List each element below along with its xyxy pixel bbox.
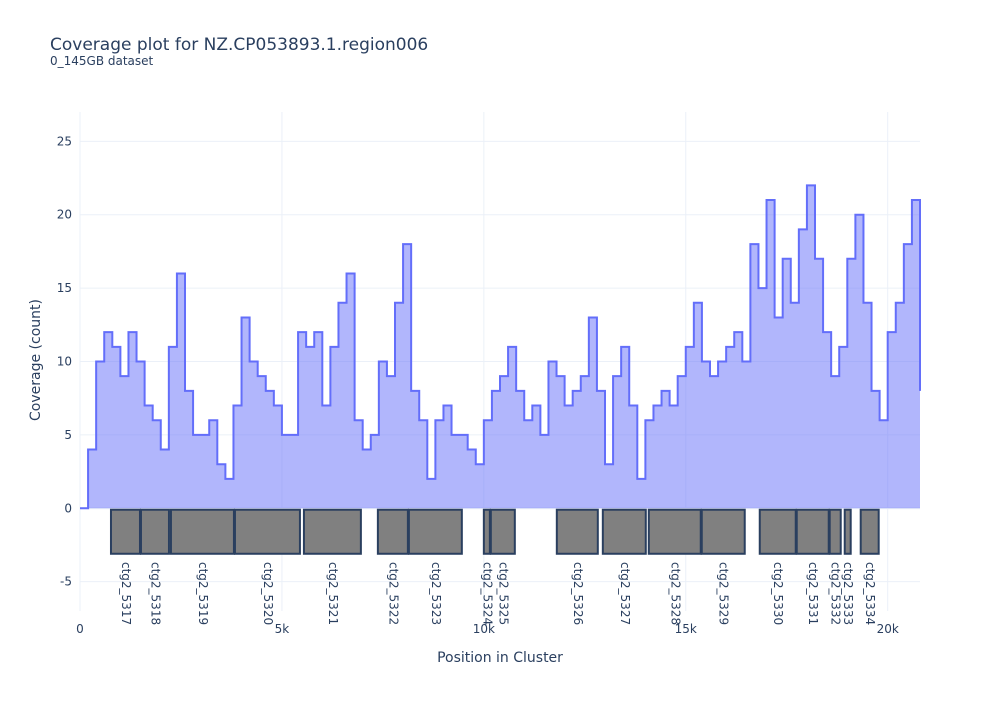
gene-label: ctg2_5324 — [480, 562, 494, 625]
gene — [647, 508, 702, 555]
chart-title: Coverage plot for NZ.CP053893.1.region00… — [50, 35, 428, 55]
y-axis-title: Coverage (count) — [28, 299, 44, 421]
gene-label: ctg2_5326 — [571, 562, 585, 625]
gene-label: ctg2_5318 — [148, 562, 162, 625]
gene-label: ctg2_5332 — [829, 562, 843, 625]
gene-label: ctg2_5330 — [771, 562, 785, 625]
gene-label: ctg2_5331 — [806, 562, 820, 625]
gene — [843, 508, 852, 555]
gene — [828, 508, 842, 555]
gene — [407, 508, 463, 555]
gene — [795, 508, 830, 555]
y-tick-label: 20 — [57, 208, 72, 222]
x-tick-label: 0 — [76, 622, 84, 636]
gene-label: ctg2_5323 — [429, 562, 443, 625]
gene-label: ctg2_5322 — [386, 562, 400, 625]
gene-label: ctg2_5327 — [618, 562, 632, 625]
x-axis-title: Position in Cluster — [437, 650, 563, 666]
gene-label: ctg2_5325 — [496, 562, 510, 625]
gene — [376, 508, 409, 555]
gene — [555, 508, 599, 555]
gene — [139, 508, 170, 555]
gene — [601, 508, 647, 555]
gene — [169, 508, 235, 555]
gene-label: ctg2_5328 — [668, 562, 682, 625]
y-tick-label: 25 — [57, 134, 72, 148]
gene-label: ctg2_5329 — [717, 562, 731, 625]
gene — [233, 508, 301, 555]
x-tick-label: 10k — [473, 622, 495, 636]
y-tick-label: 10 — [57, 355, 72, 369]
gene-label: ctg2_5320 — [261, 562, 275, 625]
x-tick-label: 5k — [275, 622, 290, 636]
x-tick-label: 15k — [675, 622, 697, 636]
gene-label: ctg2_5334 — [863, 562, 877, 625]
y-tick-label: 5 — [64, 428, 72, 442]
gene — [758, 508, 797, 555]
coverage-area — [80, 185, 920, 509]
x-tick-label: 20k — [877, 622, 899, 636]
coverage-line — [80, 184, 921, 510]
gene-label: ctg2_5317 — [119, 562, 133, 625]
gene — [302, 508, 362, 555]
y-tick-label: 15 — [57, 281, 72, 295]
gene-label: ctg2_5333 — [841, 562, 855, 625]
gene-label: ctg2_5319 — [196, 562, 210, 625]
gene — [700, 508, 746, 555]
gene — [859, 508, 880, 555]
gene-label: ctg2_5321 — [326, 562, 340, 625]
gene — [482, 508, 491, 555]
y-tick-label: 0 — [64, 501, 72, 515]
gene — [109, 508, 141, 555]
gene — [489, 508, 516, 555]
chart-subtitle: 0_145GB dataset — [50, 54, 154, 68]
y-tick-label: -5 — [60, 575, 72, 589]
